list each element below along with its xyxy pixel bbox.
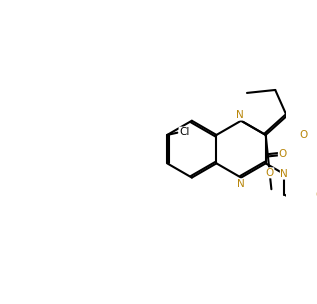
- Text: O: O: [266, 168, 274, 178]
- Text: N: N: [280, 169, 288, 179]
- Text: O: O: [300, 130, 308, 140]
- Text: Cl: Cl: [179, 127, 190, 137]
- Text: O: O: [315, 190, 317, 199]
- Text: N: N: [236, 110, 243, 120]
- Text: N: N: [237, 179, 245, 189]
- Text: O: O: [278, 149, 287, 159]
